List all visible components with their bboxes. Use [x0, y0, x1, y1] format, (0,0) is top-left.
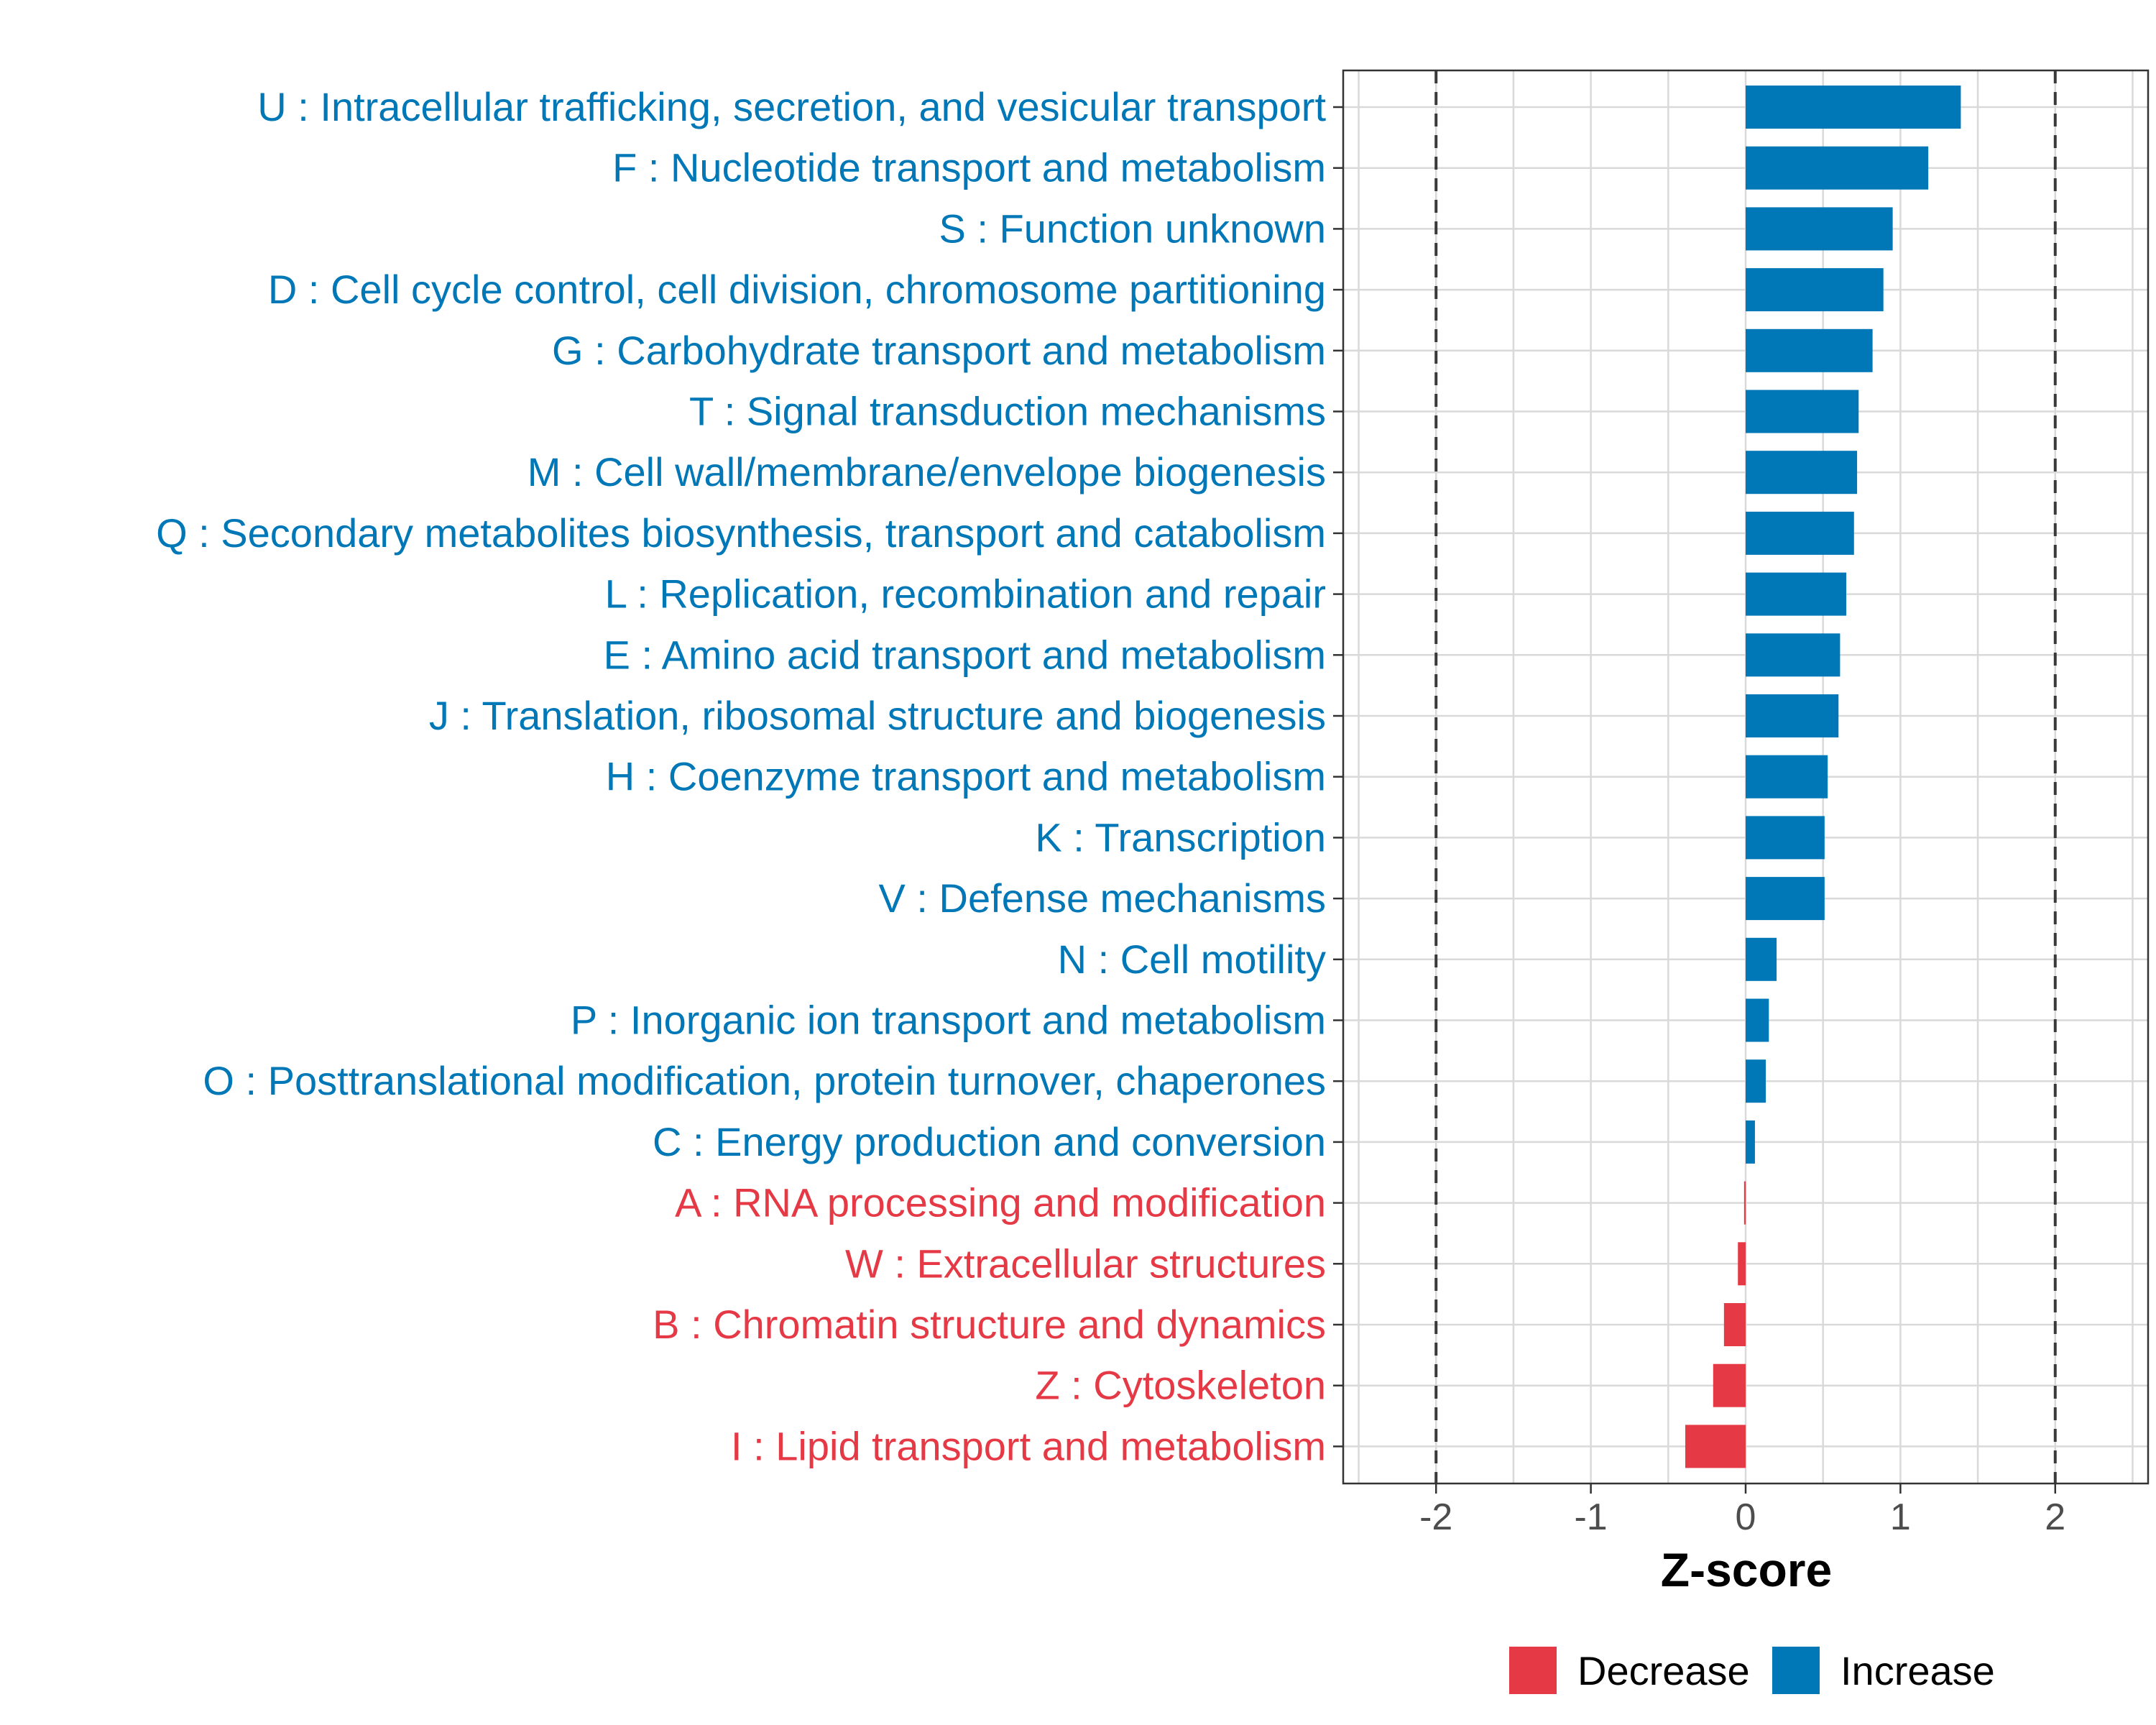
x-tick-label: 2	[2045, 1496, 2065, 1538]
bar	[1746, 511, 1854, 555]
bar	[1723, 1303, 1746, 1346]
category-label: D : Cell cycle control, cell division, c…	[268, 267, 1326, 312]
category-label: N : Cell motility	[1058, 937, 1326, 982]
legend-swatch-increase	[1772, 1647, 1820, 1694]
bar	[1746, 451, 1858, 494]
legend-swatch-decrease	[1509, 1647, 1557, 1694]
category-label: B : Chromatin structure and dynamics	[653, 1302, 1326, 1347]
category-label: A : RNA processing and modification	[675, 1180, 1326, 1225]
x-tick-label: -1	[1574, 1496, 1607, 1538]
bar	[1746, 1120, 1755, 1164]
bar	[1746, 937, 1777, 981]
category-label: F : Nucleotide transport and metabolism	[612, 145, 1326, 190]
category-label: L : Replication, recombination and repai…	[605, 571, 1326, 617]
y-axis-labels: U : Intracellular trafficking, secretion…	[156, 84, 1326, 1468]
y-axis-ticks	[1333, 106, 1343, 1448]
x-tick-label: 1	[1890, 1496, 1911, 1538]
bar	[1746, 328, 1873, 372]
x-tick-label: 0	[1736, 1496, 1756, 1538]
bar	[1743, 1181, 1746, 1225]
category-label: E : Amino acid transport and metabolism	[604, 632, 1326, 677]
category-label: J : Translation, ribosomal structure and…	[429, 693, 1326, 738]
bar	[1746, 1059, 1766, 1103]
bar-layer	[1685, 86, 1961, 1468]
category-label: G : Carbohydrate transport and metabolis…	[552, 328, 1326, 373]
bar	[1746, 86, 1961, 129]
category-label: H : Coenzyme transport and metabolism	[606, 754, 1326, 799]
legend: Decrease Increase	[1509, 1647, 1995, 1694]
category-label: P : Inorganic ion transport and metaboli…	[571, 998, 1326, 1043]
bar	[1746, 998, 1769, 1042]
category-label: T : Signal transduction mechanisms	[689, 389, 1326, 434]
bar	[1746, 146, 1929, 190]
category-label: Z : Cytoskeleton	[1035, 1363, 1326, 1408]
bar	[1746, 572, 1846, 616]
category-label: Q : Secondary metabolites biosynthesis, …	[156, 510, 1326, 556]
category-label: W : Extracellular structures	[845, 1241, 1326, 1286]
bar	[1746, 633, 1841, 677]
category-label: O : Posttranslational modification, prot…	[203, 1058, 1326, 1103]
category-label: K : Transcription	[1035, 814, 1326, 860]
category-label: V : Defense mechanisms	[879, 875, 1326, 921]
bar	[1746, 268, 1884, 312]
x-axis-ticks: -2 -1 0 1 2	[1419, 1484, 2065, 1538]
bar	[1746, 390, 1859, 433]
legend-label-increase: Increase	[1841, 1648, 1995, 1693]
legend-label-decrease: Decrease	[1577, 1648, 1750, 1693]
bar	[1738, 1242, 1746, 1286]
bar	[1746, 755, 1828, 799]
x-tick-label: -2	[1419, 1496, 1452, 1538]
bar	[1685, 1425, 1746, 1468]
bar	[1746, 877, 1825, 921]
bar	[1746, 207, 1893, 251]
category-label: I : Lipid transport and metabolism	[731, 1423, 1326, 1468]
bar	[1746, 694, 1839, 737]
category-label: S : Function unknown	[939, 206, 1326, 251]
category-label: U : Intracellular trafficking, secretion…	[257, 84, 1326, 129]
bar	[1713, 1363, 1746, 1407]
bar	[1746, 816, 1825, 860]
x-axis-title: Z-score	[1661, 1543, 1832, 1596]
category-label: C : Energy production and conversion	[653, 1119, 1326, 1164]
category-label: M : Cell wall/membrane/envelope biogenes…	[528, 449, 1326, 494]
